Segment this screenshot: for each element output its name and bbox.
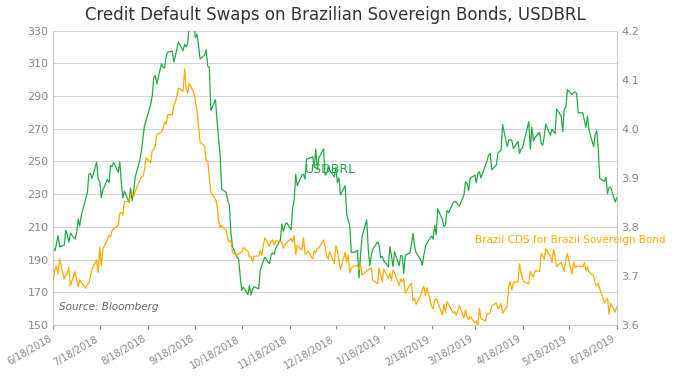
Title: Credit Default Swaps on Brazilian Sovereign Bonds, USDBRL: Credit Default Swaps on Brazilian Sovere… <box>85 6 585 24</box>
Text: Source: Bloomberg: Source: Bloomberg <box>59 302 158 312</box>
Text: Brazil CDS for Brazil Sovereign Bond: Brazil CDS for Brazil Sovereign Bond <box>475 235 665 245</box>
Text: USDBRL: USDBRL <box>305 163 356 176</box>
